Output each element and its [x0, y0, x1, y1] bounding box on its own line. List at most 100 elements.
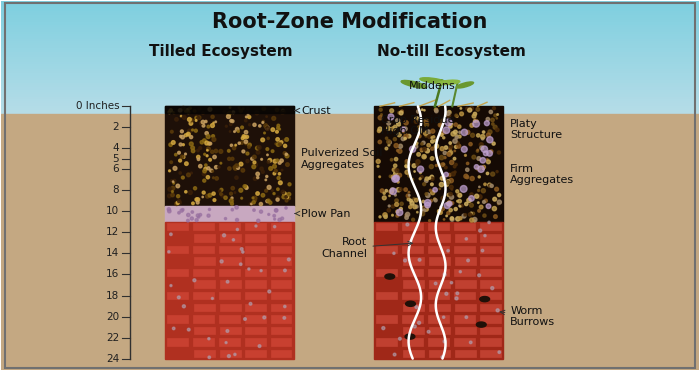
Text: Pulverized Soil
Aggregates: Pulverized Soil Aggregates: [301, 148, 383, 170]
Point: [473, 208, 484, 214]
Point: [284, 191, 295, 197]
Point: [395, 143, 406, 149]
Point: [163, 249, 174, 255]
Point: [416, 141, 428, 147]
Point: [209, 137, 220, 142]
Point: [403, 161, 414, 167]
Point: [272, 137, 284, 142]
Point: [470, 111, 481, 117]
Bar: [245, 269, 265, 276]
Point: [166, 178, 177, 184]
Point: [269, 216, 280, 222]
Point: [486, 148, 497, 154]
Bar: [428, 269, 449, 276]
Point: [430, 143, 442, 149]
Point: [274, 126, 285, 132]
Point: [463, 197, 475, 203]
Point: [241, 185, 252, 191]
Point: [430, 108, 442, 114]
Point: [453, 143, 464, 149]
Bar: [1, 50, 699, 52]
Point: [413, 109, 424, 115]
Point: [187, 145, 198, 151]
Point: [186, 134, 197, 140]
Point: [272, 186, 284, 192]
Point: [433, 208, 444, 214]
Point: [436, 155, 447, 161]
Bar: [1, 64, 699, 66]
Bar: [402, 315, 423, 323]
Bar: [193, 292, 214, 299]
Point: [238, 148, 249, 154]
Bar: [193, 315, 214, 323]
Point: [263, 184, 274, 190]
Bar: [1, 27, 699, 29]
Bar: [220, 234, 241, 242]
Text: 2: 2: [113, 122, 119, 132]
Bar: [429, 327, 449, 334]
Bar: [246, 303, 266, 311]
Point: [480, 181, 491, 187]
Point: [252, 145, 263, 151]
Text: 22: 22: [106, 332, 119, 342]
Point: [388, 188, 399, 194]
Point: [235, 108, 246, 114]
Bar: [1, 39, 699, 41]
Point: [279, 303, 290, 309]
Point: [427, 128, 438, 134]
Point: [167, 192, 178, 198]
Point: [214, 164, 225, 170]
Bar: [374, 106, 503, 222]
Point: [262, 198, 273, 204]
Point: [252, 171, 263, 177]
Bar: [402, 269, 423, 276]
Point: [470, 121, 482, 127]
Point: [237, 167, 248, 173]
Point: [281, 151, 292, 157]
Point: [383, 207, 394, 213]
Point: [216, 191, 227, 197]
Point: [270, 168, 281, 174]
Bar: [1, 96, 699, 99]
Point: [426, 181, 438, 187]
Point: [473, 147, 484, 153]
Point: [479, 146, 490, 152]
Point: [449, 148, 461, 154]
Point: [475, 204, 486, 210]
Point: [391, 156, 402, 162]
Point: [178, 142, 189, 148]
Point: [223, 111, 235, 117]
Point: [374, 139, 386, 145]
Point: [398, 128, 409, 134]
Bar: [428, 338, 449, 346]
Point: [398, 126, 409, 132]
Point: [447, 171, 458, 177]
Point: [259, 315, 270, 321]
Point: [423, 129, 434, 135]
Point: [441, 127, 452, 133]
Point: [226, 195, 237, 201]
Point: [169, 110, 180, 116]
Point: [274, 171, 285, 177]
Bar: [377, 315, 398, 323]
Point: [418, 140, 429, 146]
Point: [184, 128, 195, 134]
Bar: [194, 280, 215, 288]
Point: [410, 144, 421, 150]
Point: [281, 198, 292, 204]
Point: [405, 198, 416, 204]
Point: [425, 187, 436, 193]
Bar: [403, 280, 424, 288]
Bar: [220, 327, 241, 334]
Point: [171, 116, 182, 122]
Point: [278, 138, 289, 144]
Point: [403, 196, 414, 202]
Point: [223, 114, 234, 119]
Point: [427, 138, 438, 144]
Point: [203, 165, 214, 171]
Point: [442, 203, 453, 209]
Point: [198, 190, 209, 196]
Point: [254, 123, 265, 129]
Point: [440, 171, 452, 177]
Ellipse shape: [401, 81, 427, 88]
